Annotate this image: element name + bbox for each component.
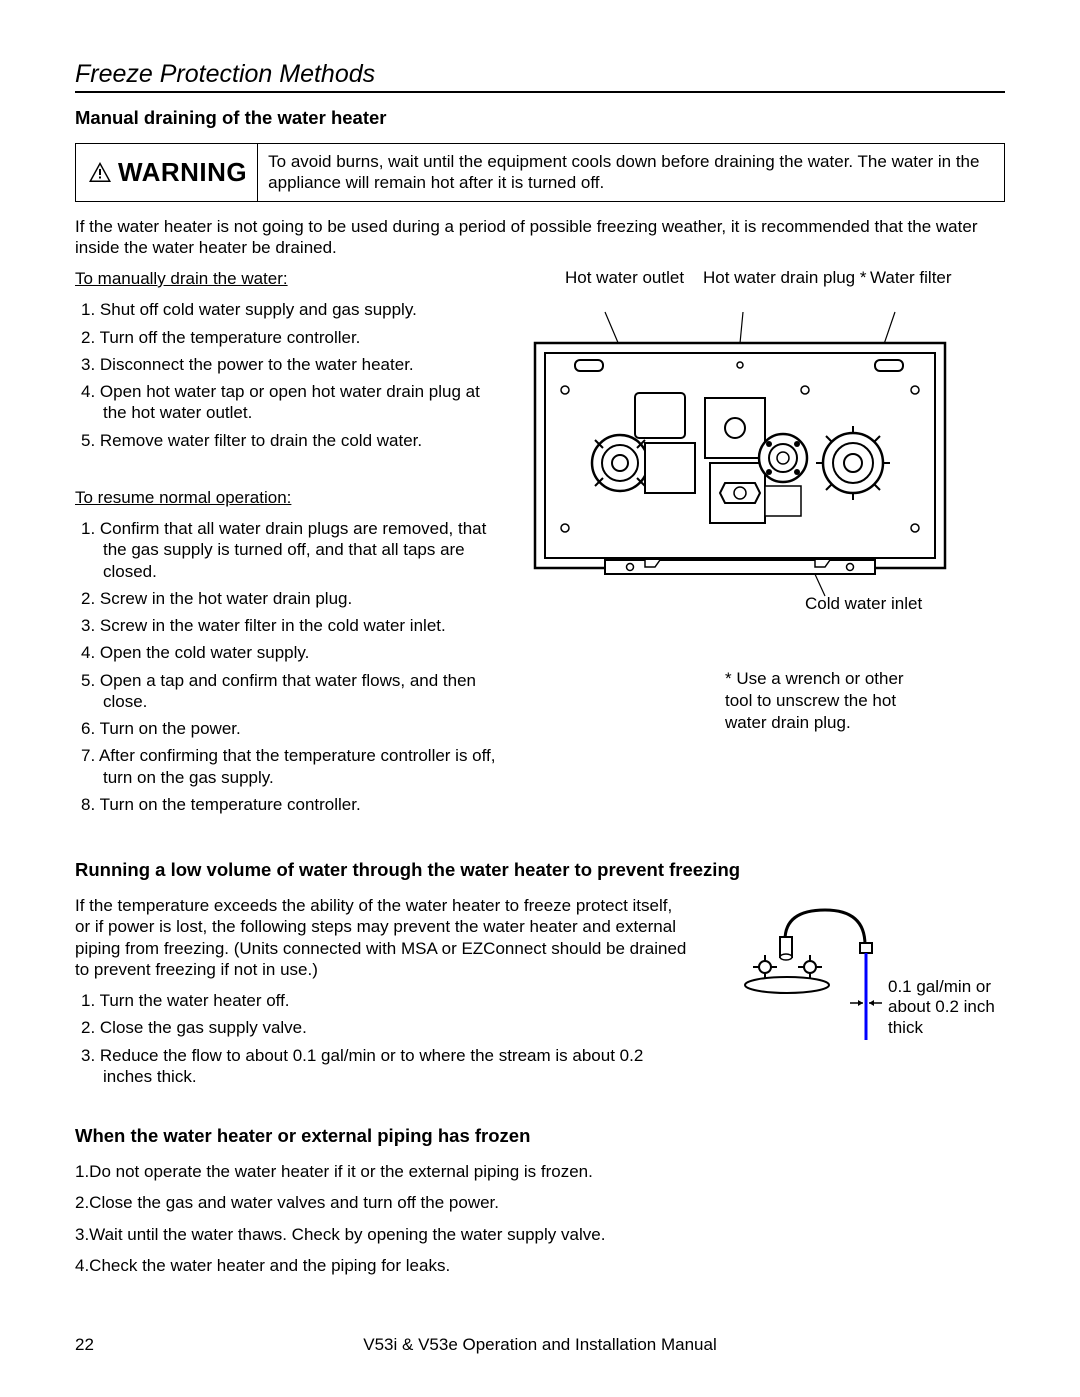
list-item: 3. Screw in the water filter in the cold… xyxy=(75,615,505,636)
resume-steps-list: 1. Confirm that all water drain plugs ar… xyxy=(75,518,505,815)
sub2-steps-list: 1. Turn the water heater off. 2. Close t… xyxy=(75,990,690,1087)
list-item: 2. Close the gas supply valve. xyxy=(75,1017,690,1038)
warning-word: WARNING xyxy=(118,157,247,188)
warning-box: WARNING To avoid burns, wait until the e… xyxy=(75,143,1005,202)
label-cold-water-inlet: Cold water inlet xyxy=(805,594,922,614)
subsection-low-volume: Running a low volume of water through th… xyxy=(75,859,1005,881)
list-item: 2. Turn off the temperature controller. xyxy=(75,327,505,348)
section-title: Freeze Protection Methods xyxy=(75,60,1005,93)
list-item: 4.Check the water heater and the piping … xyxy=(75,1255,1005,1276)
warning-text: To avoid burns, wait until the equipment… xyxy=(258,144,1004,201)
faucet-label: 0.1 gal/min or about 0.2 inch thick xyxy=(888,977,1018,1038)
list-item: 5. Open a tap and confirm that water flo… xyxy=(75,670,505,713)
sub2-intro: If the temperature exceeds the ability o… xyxy=(75,895,690,980)
list-item: 2. Screw in the hot water drain plug. xyxy=(75,588,505,609)
sub3-steps-list: 1.Do not operate the water heater if it … xyxy=(75,1161,1005,1276)
list-item: 3. Disconnect the power to the water hea… xyxy=(75,354,505,375)
subsection-manual-draining: Manual draining of the water heater xyxy=(75,107,1005,129)
list-item: 4. Open the cold water supply. xyxy=(75,642,505,663)
faucet-diagram-area: 0.1 gal/min or about 0.2 inch thick xyxy=(710,895,1005,1101)
list-item: 1. Confirm that all water drain plugs ar… xyxy=(75,518,505,582)
list-item: 7. After confirming that the temperature… xyxy=(75,745,505,788)
warning-label: WARNING xyxy=(76,144,258,201)
drain-steps-list: 1. Shut off cold water supply and gas su… xyxy=(75,299,505,451)
list-item: 1.Do not operate the water heater if it … xyxy=(75,1161,1005,1182)
resume-heading: To resume normal operation: xyxy=(75,487,505,508)
list-item: 3.Wait until the water thaws. Check by o… xyxy=(75,1224,1005,1245)
warning-icon xyxy=(88,161,112,183)
drain-heading: To manually drain the water: xyxy=(75,268,505,289)
diagram-footnote: * Use a wrench or other tool to unscrew … xyxy=(725,668,935,734)
footer-doc-title: V53i & V53e Operation and Installation M… xyxy=(75,1335,1005,1355)
list-item: 5. Remove water filter to drain the cold… xyxy=(75,430,505,451)
page-footer: 22 V53i & V53e Operation and Installatio… xyxy=(75,1335,1005,1355)
list-item: 6. Turn on the power. xyxy=(75,718,505,739)
heater-diagram-area: Hot water outlet Hot water drain plug * … xyxy=(525,268,1005,829)
list-item: 3. Reduce the flow to about 0.1 gal/min … xyxy=(75,1045,690,1088)
list-item: 8. Turn on the temperature controller. xyxy=(75,794,505,815)
intro-paragraph: If the water heater is not going to be u… xyxy=(75,216,1005,259)
subsection-frozen: When the water heater or external piping… xyxy=(75,1125,1005,1147)
list-item: 1. Turn the water heater off. xyxy=(75,990,690,1011)
list-item: 4. Open hot water tap or open hot water … xyxy=(75,381,505,424)
list-item: 2.Close the gas and water valves and tur… xyxy=(75,1192,1005,1213)
list-item: 1. Shut off cold water supply and gas su… xyxy=(75,299,505,320)
heater-diagram xyxy=(525,268,955,628)
